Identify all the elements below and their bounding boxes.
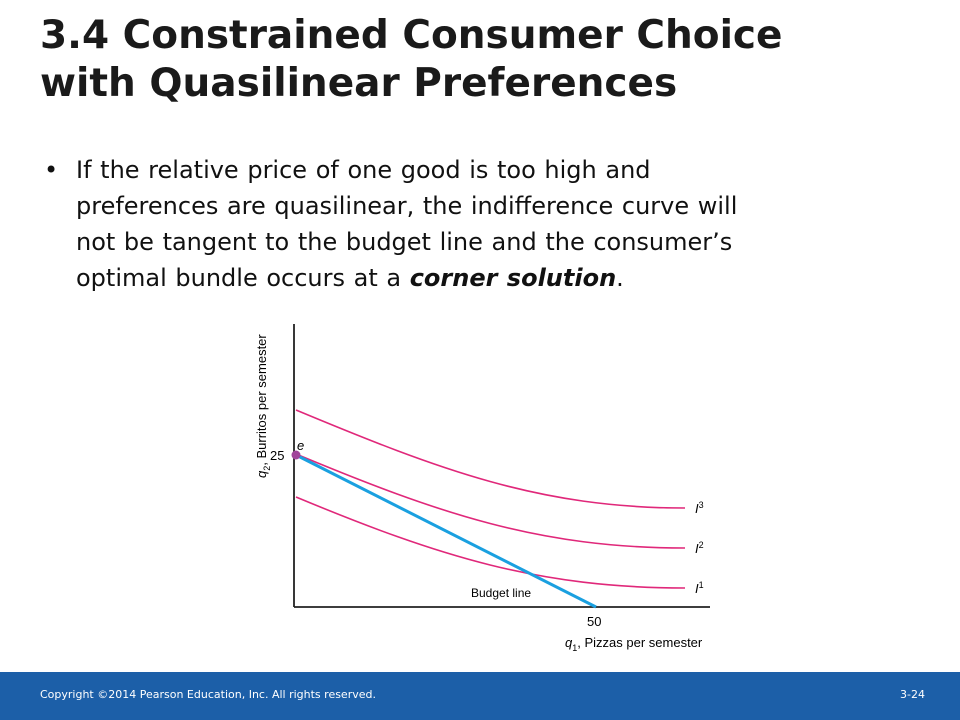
y-tick-25: 25 [270, 448, 284, 463]
title-line-2: with Quasilinear Preferences [40, 61, 678, 106]
bullet-item: • If the relative price of one good is t… [44, 152, 924, 296]
x-axis-label-sub: 1 [572, 643, 577, 653]
x-axis-label-q: q [565, 635, 573, 650]
slide-title: 3.4 Constrained Consumer Choice with Qua… [40, 12, 940, 108]
title-line-1: 3.4 Constrained Consumer Choice [40, 13, 783, 58]
copyright-text: Copyright ©2014 Pearson Education, Inc. … [40, 688, 376, 701]
x-tick-50: 50 [587, 614, 601, 629]
bullet-text-suffix: . [616, 264, 624, 292]
curve-label-i2-letter: I [695, 541, 699, 556]
bullet-line-1: If the relative price of one good is too… [76, 156, 651, 184]
curve-label-i3-sup: 3 [699, 500, 704, 510]
corner-point-e [291, 450, 301, 460]
bullet-line-2: preferences are quasilinear, the indiffe… [76, 192, 738, 220]
budget-line-label: Budget line [471, 586, 531, 600]
footer-bar: Copyright ©2014 Pearson Education, Inc. … [0, 672, 960, 720]
y-axis-label-sub: 2 [262, 466, 272, 471]
x-axis-label: q1, Pizzas per semester [565, 635, 703, 653]
indifference-curve-3 [295, 409, 686, 509]
curve-label-i3: I3 [695, 500, 704, 516]
curve-label-i1-letter: I [695, 581, 699, 596]
bullet-list: • If the relative price of one good is t… [44, 152, 924, 296]
x-axis-label-text: , Pizzas per semester [577, 635, 703, 650]
indifference-curve-1 [295, 496, 686, 589]
curve-label-i3-letter: I [695, 501, 699, 516]
y-axis-label: q2, Burritos per semester [254, 334, 272, 478]
budget-line [295, 453, 597, 609]
curve-label-i2: I2 [695, 540, 704, 556]
bullet-text-prefix: optimal bundle occurs at a [76, 264, 410, 292]
bullet-line-4: optimal bundle occurs at a corner soluti… [76, 260, 924, 296]
indifference-curve-2 [295, 453, 686, 549]
page-number: 3-24 [900, 688, 925, 701]
curve-label-i1-sup: 1 [699, 580, 704, 590]
quasilinear-figure: e 25 50 Budget line I3 I2 I1 q1, Pizzas … [240, 310, 730, 664]
point-label-e: e [297, 438, 304, 453]
y-axis-label-text: , Burritos per semester [254, 334, 269, 466]
y-axis-label-q: q [254, 470, 269, 478]
figure-svg: e 25 50 Budget line I3 I2 I1 q1, Pizzas … [254, 324, 710, 653]
bullet-line-3: not be tangent to the budget line and th… [76, 228, 733, 256]
curve-label-i1: I1 [695, 580, 704, 596]
curve-label-i2-sup: 2 [699, 540, 704, 550]
emphasis-corner-solution: corner solution [409, 264, 617, 292]
bullet-dot: • [44, 156, 59, 184]
